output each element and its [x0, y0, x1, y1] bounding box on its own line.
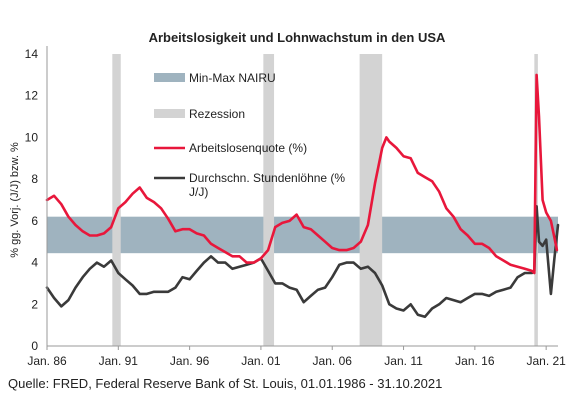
plot-area — [45, 54, 560, 346]
y-tick-label-4: 4 — [31, 256, 38, 270]
x-tick-label-1986: Jan. 86 — [27, 354, 67, 368]
axes: 0 2 4 6 8 10 12 14 Jan. 86 Jan. 91 Jan. 96 Jan. 01 J… — [25, 46, 566, 368]
recession-bar-2 — [263, 54, 275, 346]
x-tick-label-1996: Jan. 96 — [170, 354, 210, 368]
y-tick-label-12: 12 — [25, 89, 39, 103]
chart: Arbeitslosigkeit und Lohnwachstum in den… — [9, 30, 566, 368]
chart-title: Arbeitslosigkeit und Lohnwachstum in den… — [149, 30, 446, 45]
x-tick-label-2006: Jan. 06 — [313, 354, 353, 368]
source-note: Quelle: FRED, Federal Reserve Bank of St… — [8, 376, 443, 391]
y-tick-label-0: 0 — [31, 339, 38, 353]
y-tick-label-14: 14 — [25, 47, 39, 61]
series-line-wages — [45, 205, 560, 319]
legend-label-wages-line1: Durchschn. Stundenlöhne (% — [189, 171, 345, 185]
series-line-unemployment — [45, 73, 559, 275]
x-tick-label-1991: Jan. 91 — [99, 354, 139, 368]
x-tick-label-2001: Jan. 01 — [241, 354, 281, 368]
x-tick-label-2016: Jan. 16 — [455, 354, 495, 368]
x-tick-label-2011: Jan. 11 — [384, 354, 423, 368]
legend-label-wages-line2: J/J) — [189, 185, 208, 199]
x-tick-label-2021: Jan. 21 — [526, 354, 566, 368]
legend-swatch-nairu — [154, 73, 185, 82]
legend: Min-Max NAIRU Rezession Arbeitslosenquot… — [154, 71, 348, 199]
legend-label-wages: Durchschn. Stundenlöhne (% J/J) — [189, 171, 348, 199]
y-axis-label: % gg. Vorj. (J/J) bzw. % — [9, 142, 21, 258]
y-tick-label-8: 8 — [31, 172, 38, 186]
nairu-band — [47, 216, 558, 254]
recession-bar-1 — [112, 54, 121, 346]
legend-swatch-recession — [154, 109, 185, 118]
legend-label-nairu: Min-Max NAIRU — [189, 71, 276, 85]
y-tick-label-6: 6 — [31, 214, 38, 228]
legend-label-recession: Rezession — [189, 107, 245, 121]
y-tick-label-10: 10 — [25, 130, 39, 144]
legend-label-unemployment: Arbeitslosenquote (%) — [189, 141, 307, 155]
y-tick-label-2: 2 — [31, 297, 38, 311]
